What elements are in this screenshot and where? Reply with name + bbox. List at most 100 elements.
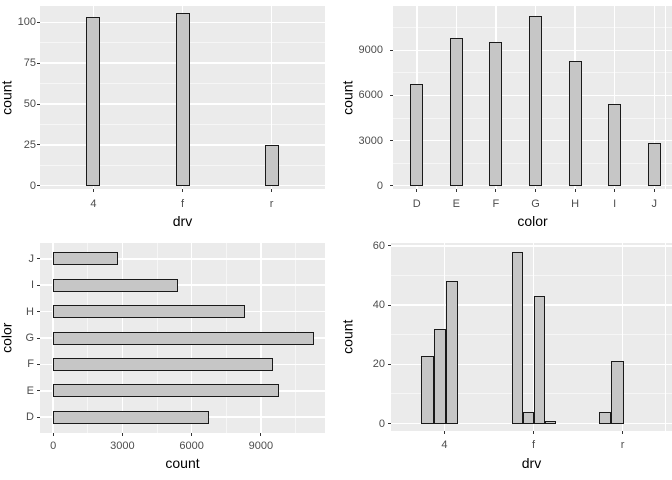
bar xyxy=(53,357,274,371)
y-tick-label: 0 xyxy=(29,179,36,192)
y-tick-mark xyxy=(388,304,391,306)
y-axis-title: color xyxy=(0,322,15,353)
bar xyxy=(446,281,459,424)
y-tick-mark xyxy=(388,245,391,247)
gridline-category xyxy=(40,258,325,260)
y-tick-label: 40 xyxy=(372,299,385,312)
x-tick-label: H xyxy=(571,198,580,210)
y-tick-mark xyxy=(37,363,40,365)
y-tick-mark xyxy=(388,363,391,365)
y-tick-label: 75 xyxy=(23,57,36,70)
x-tick-label: 4 xyxy=(90,198,97,210)
bar xyxy=(529,15,542,186)
y-tick-label: 0 xyxy=(378,417,385,430)
y-tick-label: 50 xyxy=(23,98,36,111)
y-axis-title: count xyxy=(339,80,356,115)
y-tick-mark xyxy=(37,62,40,64)
y-tick-label: D xyxy=(26,411,34,424)
bar xyxy=(421,355,434,424)
y-tick-label: 0 xyxy=(376,179,383,192)
bar xyxy=(53,305,245,319)
gridline-major xyxy=(391,245,672,247)
x-tick-mark xyxy=(191,433,193,436)
bar xyxy=(533,296,545,424)
x-tick-mark xyxy=(52,433,54,436)
x-tick-mark xyxy=(495,189,497,192)
x-tick-mark xyxy=(533,431,534,434)
y-tick-mark xyxy=(37,185,40,187)
x-tick-label: 3000 xyxy=(110,440,135,452)
y-tick-mark xyxy=(37,311,40,313)
x-tick-label: f xyxy=(180,198,185,210)
x-tick-label: J xyxy=(651,198,658,210)
x-tick-label: F xyxy=(492,198,500,210)
gridline-major xyxy=(393,184,672,187)
y-tick-mark xyxy=(37,21,40,23)
x-tick-mark xyxy=(271,189,273,192)
bar xyxy=(53,252,118,266)
bar xyxy=(86,17,101,186)
x-tick-label: r xyxy=(269,198,274,210)
y-tick-label: H xyxy=(26,305,34,318)
y-tick-label: 60 xyxy=(372,239,385,252)
bar xyxy=(53,331,314,345)
bar xyxy=(433,328,447,424)
y-tick-label: 20 xyxy=(372,358,385,371)
bar xyxy=(544,420,556,424)
bar xyxy=(598,411,612,424)
x-tick-mark xyxy=(260,433,262,436)
gridline-category xyxy=(664,243,667,431)
y-tick-label: F xyxy=(27,358,34,371)
y-tick-label: 25 xyxy=(23,138,36,151)
gridline-minor xyxy=(391,334,672,336)
y-tick-mark xyxy=(37,284,40,286)
x-axis-title: drv xyxy=(172,213,193,229)
bar xyxy=(611,361,624,424)
plot-panel xyxy=(40,6,325,189)
bar xyxy=(410,83,424,186)
y-tick-label: 9000 xyxy=(358,44,383,57)
x-tick-label: 9000 xyxy=(248,440,274,452)
plot-panel xyxy=(391,243,672,431)
y-tick-label: E xyxy=(26,384,34,397)
y-tick-label: I xyxy=(30,279,34,292)
bar xyxy=(522,411,534,424)
chart-count-by-color-flipped: J I H G F E D 0 3000 6000 9000 count color xyxy=(0,240,336,480)
y-tick-mark xyxy=(390,49,393,51)
y-tick-mark xyxy=(37,337,40,339)
x-axis-title: drv xyxy=(521,455,542,471)
bar xyxy=(568,60,582,186)
bar xyxy=(53,278,179,292)
gridline-category xyxy=(664,6,667,189)
chart-count-by-drv-grouped: 4 f r 0 20 40 60 drv count xyxy=(336,240,672,480)
gridline-major xyxy=(391,363,672,366)
y-axis-title: count xyxy=(0,80,15,115)
bar xyxy=(647,143,661,186)
y-tick-mark xyxy=(390,94,393,96)
gridline-major xyxy=(391,304,672,306)
chart-count-by-drv: 4 f r 0 25 50 75 100 drv count xyxy=(0,0,336,240)
x-tick-mark xyxy=(182,189,183,192)
x-tick-mark xyxy=(614,189,616,192)
x-tick-mark xyxy=(443,431,445,434)
y-tick-label: 3000 xyxy=(358,134,383,147)
bar xyxy=(511,251,523,424)
x-tick-label: I xyxy=(613,198,617,210)
gridline-minor xyxy=(391,275,672,277)
y-tick-label: 100 xyxy=(17,16,36,29)
bar xyxy=(489,42,503,186)
gridline-category xyxy=(613,6,616,189)
gridline-major xyxy=(391,422,672,425)
y-axis-title: count xyxy=(339,319,356,354)
plot-panel xyxy=(40,243,325,433)
x-tick-mark xyxy=(622,431,624,434)
y-tick-mark xyxy=(37,390,40,392)
x-tick-mark xyxy=(535,189,536,192)
bar xyxy=(53,410,210,424)
bar xyxy=(608,104,622,186)
gridline-minor xyxy=(391,393,672,395)
y-tick-mark xyxy=(390,140,393,142)
bar xyxy=(264,144,279,186)
x-tick-mark xyxy=(121,433,123,436)
